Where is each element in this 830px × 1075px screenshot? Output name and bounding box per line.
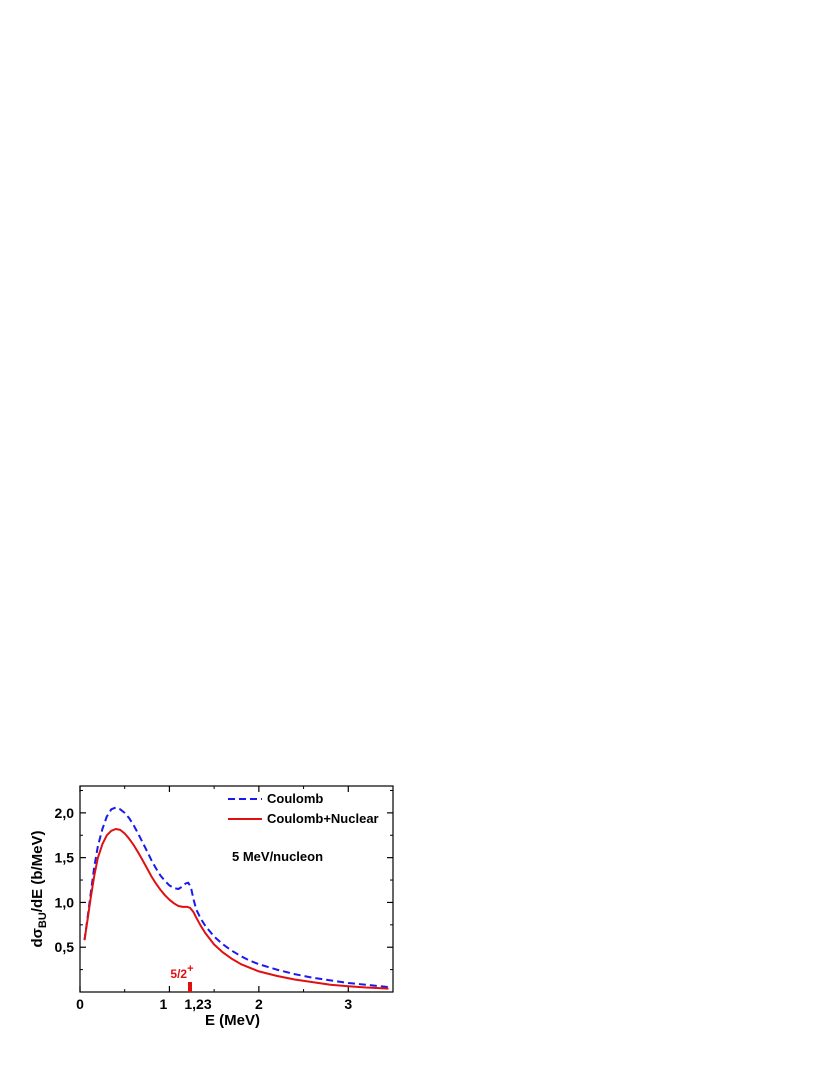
resonance-marker: 5/2+ xyxy=(170,963,194,992)
y-tick-label: 1,0 xyxy=(55,894,75,910)
y-tick-label: 2,0 xyxy=(55,805,75,821)
plot-frame xyxy=(79,785,394,993)
resonance-marker-label: 5/2+ xyxy=(170,963,193,981)
x-tick-label: 3 xyxy=(344,996,352,1012)
y-axis-title: dσBU/dE (b/MeV) xyxy=(29,831,49,948)
x-tick-label: 1 xyxy=(160,996,168,1012)
energy-annotation: 5 MeV/nucleon xyxy=(232,849,323,864)
y-tick-label: 1,5 xyxy=(55,850,75,866)
series-line-coulomb-nuclear xyxy=(83,828,389,990)
tick-labels: 0 1 1,23 2 3 0,5 1,0 1,5 2,0 xyxy=(55,805,353,1012)
resonance-marker-label-main: 5/2 xyxy=(170,967,187,981)
x-tick-label: 1,23 xyxy=(184,996,211,1012)
series-line-coulomb xyxy=(83,806,389,989)
resonance-marker-label-sup: + xyxy=(187,963,193,975)
legend-label-coulomb: Coulomb xyxy=(267,791,323,806)
axis-ticks xyxy=(79,786,393,992)
y-axis-title-sub: BU xyxy=(37,912,49,928)
resonance-marker-bar xyxy=(187,982,192,992)
x-tick-label: 2 xyxy=(255,996,263,1012)
y-tick-label: 0,5 xyxy=(55,939,75,955)
series-layer xyxy=(83,806,389,990)
x-axis-title: E (MeV) xyxy=(205,1012,260,1029)
y-axis-title-rest: /dE (b/MeV) xyxy=(29,831,46,913)
y-axis-title-main: dσ xyxy=(29,928,46,947)
legend: Coulomb Coulomb+Nuclear xyxy=(228,791,379,826)
x-tick-label: 0 xyxy=(76,996,84,1012)
legend-label-coulomb-nuclear: Coulomb+Nuclear xyxy=(267,811,379,826)
